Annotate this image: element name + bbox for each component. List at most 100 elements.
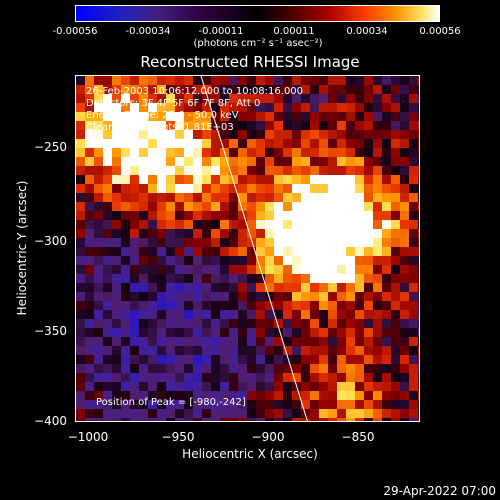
- map-pixel: [400, 292, 409, 301]
- map-pixel: [157, 175, 166, 184]
- map-pixel: [247, 418, 256, 421]
- map-pixel: [373, 364, 382, 373]
- map-pixel: [328, 148, 337, 157]
- map-pixel: [328, 94, 337, 103]
- map-pixel: [265, 202, 274, 211]
- map-pixel: [229, 292, 238, 301]
- map-pixel: [220, 283, 229, 292]
- map-pixel: [292, 337, 301, 346]
- map-pixel: [247, 139, 256, 148]
- map-pixel: [103, 301, 112, 310]
- map-pixel: [184, 283, 193, 292]
- map-pixel: [220, 310, 229, 319]
- map-pixel: [256, 292, 265, 301]
- map-pixel: [319, 121, 328, 130]
- map-pixel: [76, 130, 85, 139]
- map-pixel: [373, 139, 382, 148]
- map-pixel: [400, 247, 409, 256]
- map-pixel: [391, 373, 400, 382]
- map-pixel: [121, 328, 130, 337]
- map-pixel: [202, 301, 211, 310]
- map-pixel: [112, 337, 121, 346]
- map-pixel: [346, 292, 355, 301]
- map-pixel: [391, 400, 400, 409]
- map-pixel: [418, 382, 419, 391]
- map-pixel: [247, 193, 256, 202]
- colorbar-tick: 0.00011: [273, 26, 315, 37]
- map-pixel: [328, 184, 337, 193]
- map-pixel: [229, 157, 238, 166]
- map-pixel: [211, 310, 220, 319]
- map-pixel: [157, 229, 166, 238]
- map-pixel: [94, 364, 103, 373]
- map-pixel: [292, 265, 301, 274]
- map-pixel: [238, 418, 247, 421]
- map-pixel: [382, 247, 391, 256]
- map-pixel: [256, 247, 265, 256]
- map-pixel: [382, 319, 391, 328]
- map-pixel: [157, 391, 166, 400]
- map-pixel: [337, 400, 346, 409]
- map-pixel: [202, 94, 211, 103]
- map-pixel: [157, 211, 166, 220]
- map-pixel: [193, 175, 202, 184]
- map-pixel: [103, 319, 112, 328]
- map-pixel: [76, 103, 85, 112]
- map-pixel: [346, 256, 355, 265]
- map-pixel: [337, 166, 346, 175]
- map-pixel: [418, 193, 419, 202]
- map-pixel: [229, 103, 238, 112]
- map-pixel: [400, 193, 409, 202]
- map-pixel: [274, 355, 283, 364]
- map-pixel: [346, 76, 355, 85]
- map-pixel: [409, 112, 418, 121]
- map-pixel: [112, 274, 121, 283]
- map-pixel: [409, 202, 418, 211]
- map-pixel: [265, 175, 274, 184]
- map-pixel: [94, 220, 103, 229]
- map-pixel: [346, 301, 355, 310]
- map-pixel: [301, 337, 310, 346]
- map-pixel: [211, 382, 220, 391]
- map-pixel: [202, 382, 211, 391]
- map-pixel: [346, 346, 355, 355]
- map-pixel: [292, 256, 301, 265]
- map-pixel: [76, 202, 85, 211]
- map-pixel: [301, 238, 310, 247]
- map-pixel: [409, 103, 418, 112]
- map-pixel: [319, 76, 328, 85]
- map-pixel: [292, 274, 301, 283]
- map-pixel: [364, 211, 373, 220]
- map-pixel: [373, 220, 382, 229]
- map-pixel: [391, 211, 400, 220]
- colorbar-tick: -0.00011: [198, 26, 244, 37]
- map-pixel: [175, 373, 184, 382]
- map-pixel: [76, 364, 85, 373]
- map-pixel: [157, 166, 166, 175]
- map-pixel: [148, 184, 157, 193]
- map-pixel: [139, 265, 148, 274]
- map-pixel: [364, 355, 373, 364]
- map-pixel: [220, 130, 229, 139]
- map-pixel: [274, 157, 283, 166]
- map-pixel: [76, 76, 85, 85]
- map-pixel: [409, 121, 418, 130]
- map-pixel: [319, 238, 328, 247]
- map-pixel: [94, 400, 103, 409]
- map-pixel: [175, 238, 184, 247]
- map-pixel: [184, 76, 193, 85]
- map-pixel: [130, 310, 139, 319]
- map-pixel: [373, 355, 382, 364]
- map-pixel: [400, 238, 409, 247]
- map-pixel: [193, 247, 202, 256]
- map-pixel: [247, 238, 256, 247]
- x-tick-label: −850: [341, 430, 375, 444]
- map-pixel: [211, 211, 220, 220]
- map-pixel: [85, 409, 94, 418]
- map-pixel: [85, 355, 94, 364]
- map-pixel: [346, 337, 355, 346]
- map-pixel: [418, 256, 419, 265]
- map-pixel: [292, 229, 301, 238]
- map-pixel: [229, 274, 238, 283]
- map-pixel: [256, 157, 265, 166]
